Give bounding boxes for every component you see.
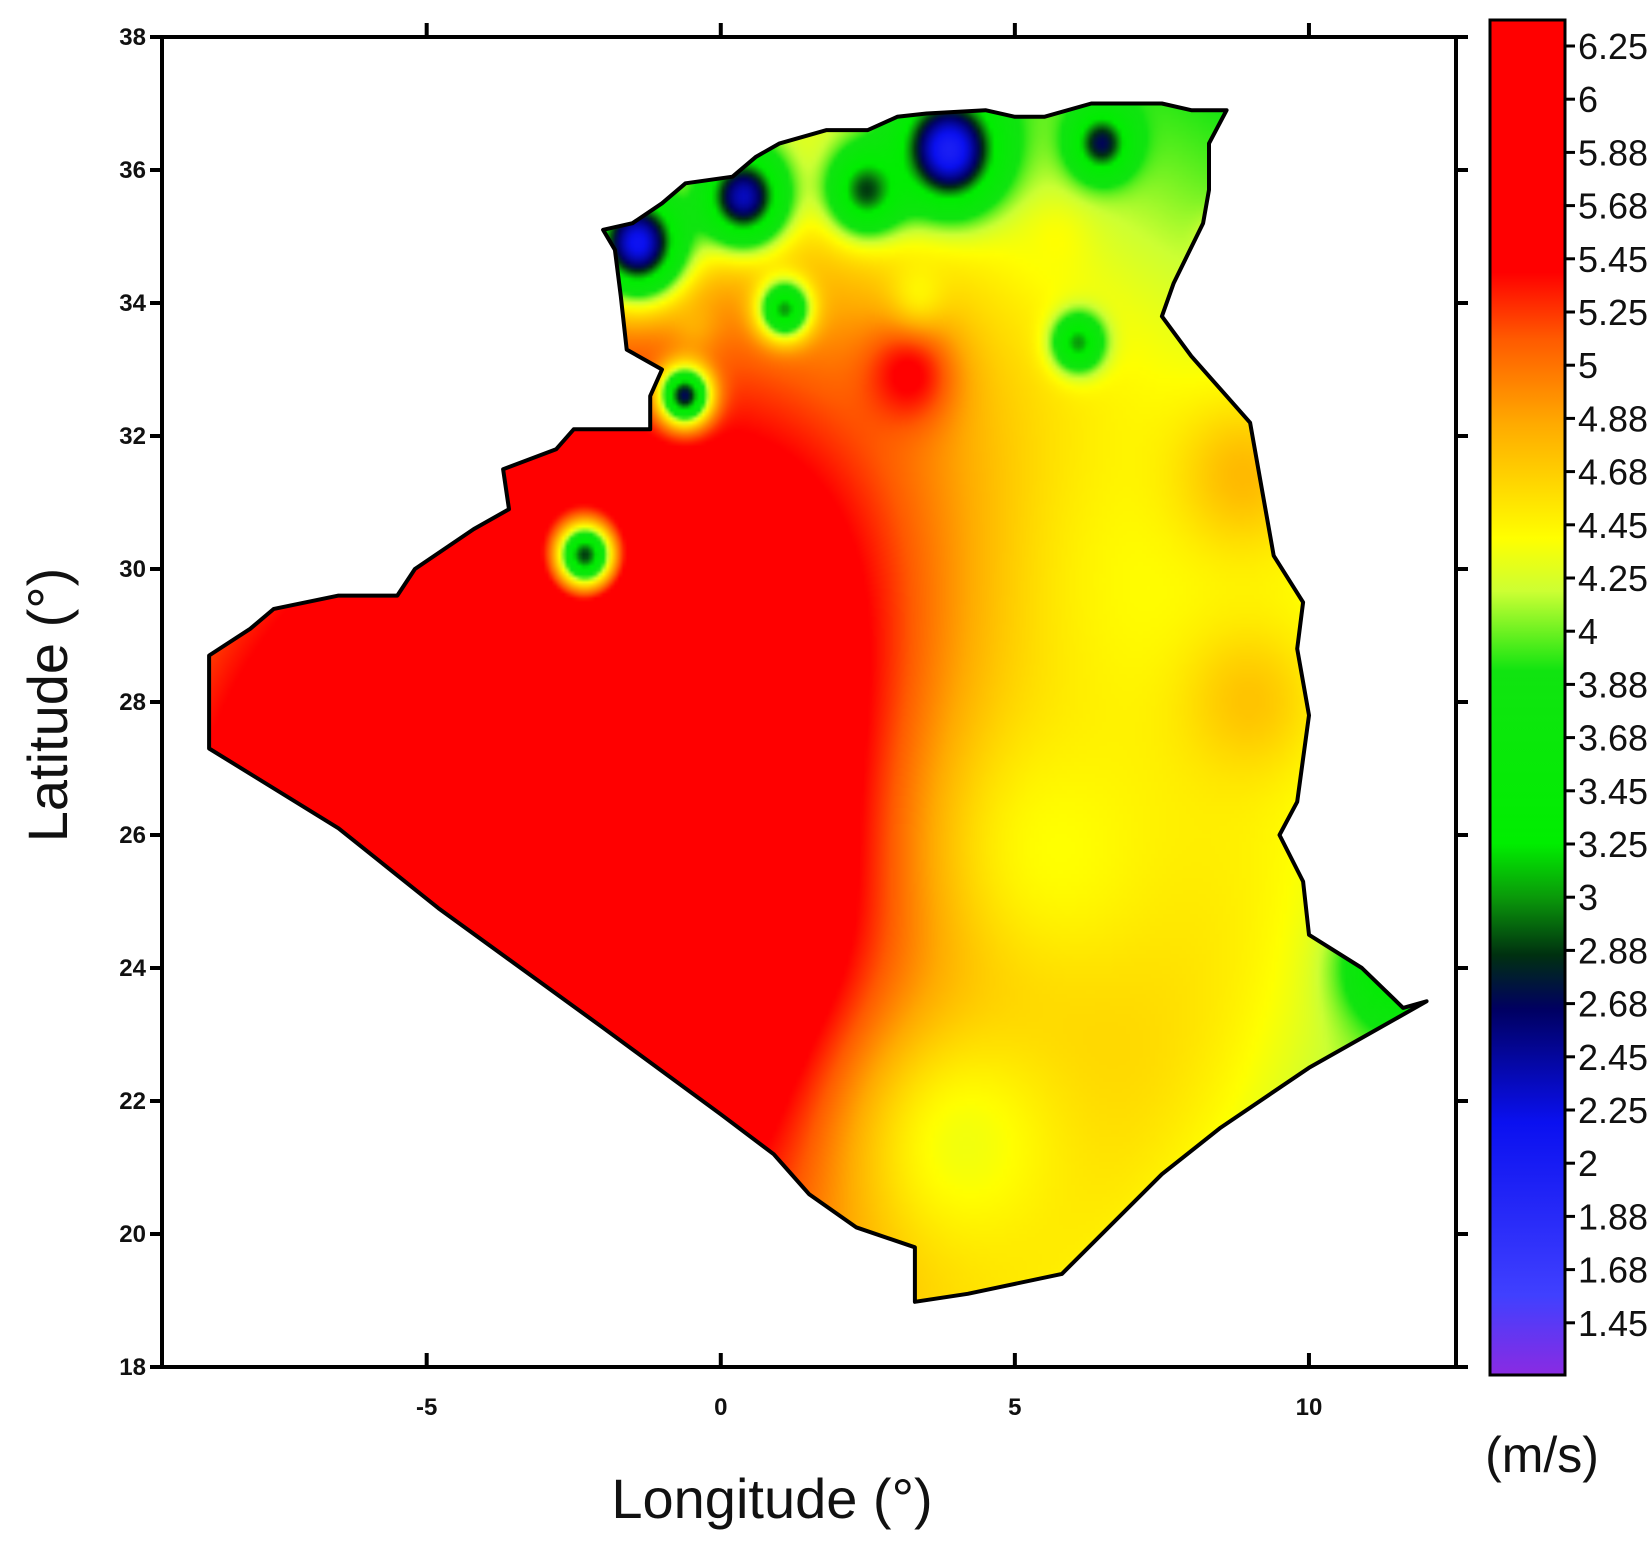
colorbar-label: 1.88: [1578, 1196, 1648, 1237]
colorbar-label: 1.68: [1578, 1250, 1648, 1291]
x-axis: -5 0 5 10: [416, 23, 1322, 1421]
colorbar: 6.25 6 5.88 5.68 5.45 5.25 5 4.88 4.68 4.45 4.25 4 3…: [1485, 18, 1648, 1483]
y-tick-label: 22: [119, 1088, 146, 1115]
wind-speed-field: [209, 103, 1427, 1302]
colorbar-label: 2.88: [1578, 930, 1648, 971]
colorbar-label: 3.45: [1578, 771, 1648, 812]
x-tick-label: 5: [1008, 1394, 1021, 1421]
colorbar-label: 6: [1578, 79, 1598, 120]
colorbar-label: 2.25: [1578, 1090, 1648, 1131]
y-tick-label: 26: [119, 822, 146, 849]
y-tick-label: 38: [119, 24, 146, 51]
colorbar-label: 3: [1578, 877, 1598, 918]
colorbar-label: 6.25: [1578, 26, 1648, 67]
colorbar-label: 1.45: [1578, 1303, 1648, 1344]
colorbar-label: 3.88: [1578, 664, 1648, 705]
colorbar-label: 3.68: [1578, 718, 1648, 759]
y-axis: 18 20 22 24 26 28 30 32 34 36 38: [119, 24, 1468, 1381]
colorbar-label: 5.88: [1578, 132, 1648, 173]
y-tick-label: 18: [119, 1354, 146, 1381]
country-outline: [207, 101, 1429, 1304]
colorbar-label: 4: [1578, 611, 1598, 652]
colorbar-label: 5.68: [1578, 186, 1648, 227]
y-tick-label: 32: [119, 423, 146, 450]
x-tick-label: 0: [714, 1394, 727, 1421]
colorbar-label: 4.45: [1578, 505, 1648, 546]
colorbar-label: 5.45: [1578, 239, 1648, 280]
colorbar-gradient: [1488, 18, 1567, 1377]
colorbar-unit: (m/s): [1485, 1427, 1599, 1483]
colorbar-label: 4.68: [1578, 452, 1648, 493]
x-axis-title: Longitude (°): [611, 1467, 932, 1530]
y-tick-label: 24: [119, 955, 146, 982]
y-tick-label: 34: [119, 290, 146, 317]
heatmap-field: [209, 103, 1427, 1302]
x-tick-label: -5: [416, 1394, 437, 1421]
y-tick-label: 30: [119, 556, 146, 583]
colorbar-label: 5: [1578, 345, 1598, 386]
x-tick-label: 10: [1296, 1394, 1323, 1421]
colorbar-label: 2.68: [1578, 984, 1648, 1025]
y-tick-label: 36: [119, 157, 146, 184]
colorbar-label: 5.25: [1578, 292, 1648, 333]
y-tick-label: 20: [119, 1221, 146, 1248]
y-axis-title: Latitude (°): [16, 568, 79, 843]
colorbar-ticks: 6.25 6 5.88 5.68 5.45 5.25 5 4.88 4.68 4.45 4.25 4 3…: [1565, 26, 1648, 1344]
y-tick-label: 28: [119, 689, 146, 716]
colorbar-label: 3.25: [1578, 824, 1648, 865]
colorbar-label: 4.88: [1578, 398, 1648, 439]
colorbar-label: 4.25: [1578, 558, 1648, 599]
colorbar-label: 2.45: [1578, 1037, 1648, 1078]
colorbar-label: 2: [1578, 1143, 1598, 1184]
